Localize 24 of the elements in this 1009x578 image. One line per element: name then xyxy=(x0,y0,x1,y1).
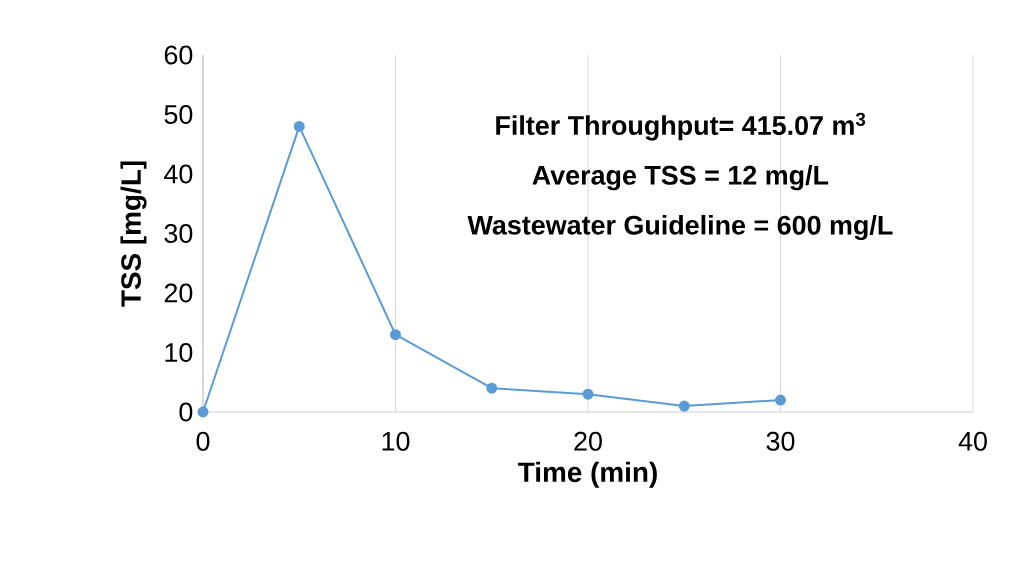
x-tick-label: 20 xyxy=(574,431,602,451)
point xyxy=(293,120,305,132)
x-tick-label: 30 xyxy=(766,431,795,451)
y-tick-label: 10 xyxy=(165,342,193,363)
y-tick-label: 50 xyxy=(164,104,193,125)
y-axis-title: TSS [mg/L] xyxy=(120,161,147,307)
y-tick-label: 30 xyxy=(164,223,193,244)
y-tick-label: 60 xyxy=(164,45,193,65)
annotation: Wastewater Guideline = 600 mg/L xyxy=(467,214,893,241)
point xyxy=(582,388,594,400)
x-tick-label: 40 xyxy=(958,431,987,451)
x-tick-label: 10 xyxy=(382,431,410,451)
y-tick-label: 20 xyxy=(164,283,193,303)
y-tick-label: 0 xyxy=(179,402,193,422)
x-axis-title: Time (min) xyxy=(518,461,657,488)
point xyxy=(775,394,786,406)
annotation: Average TSS = 12 mg/L xyxy=(532,165,829,191)
y-tick-label: 40 xyxy=(164,164,193,184)
point xyxy=(197,406,209,418)
point xyxy=(486,382,498,394)
annotation: Filter Throughput= 415.07 m$^{3}$ xyxy=(496,112,866,141)
point xyxy=(390,329,401,341)
point xyxy=(678,400,690,412)
x-tick-label: 0 xyxy=(196,431,210,451)
